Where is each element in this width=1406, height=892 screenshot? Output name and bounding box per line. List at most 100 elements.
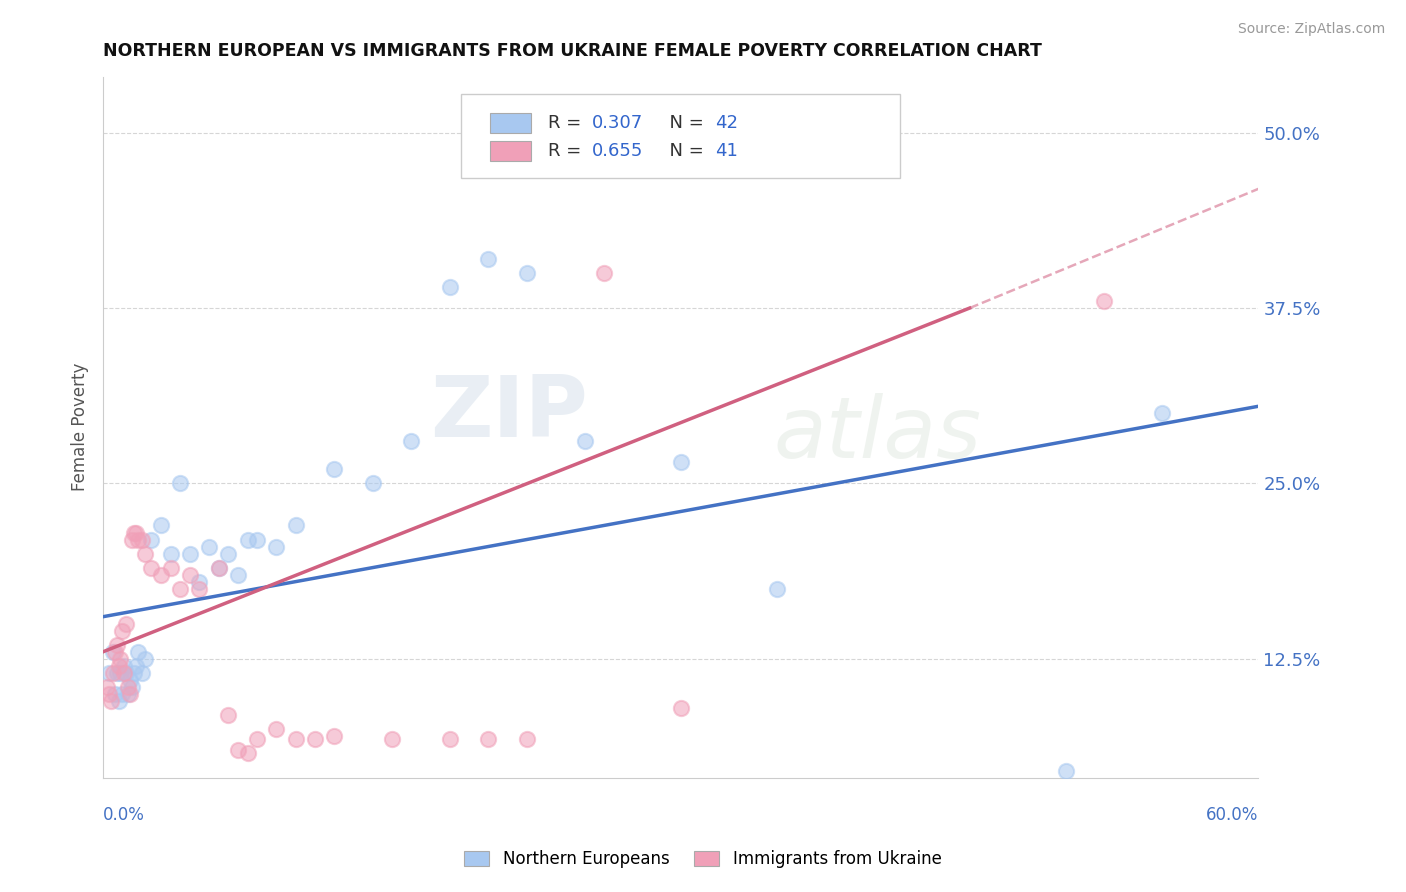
Point	[104, 687, 127, 701]
Point	[1152, 406, 1174, 420]
Point	[120, 687, 142, 701]
Text: Source: ZipAtlas.com: Source: ZipAtlas.com	[1237, 22, 1385, 37]
Text: R =: R =	[548, 114, 586, 132]
Point	[121, 680, 143, 694]
Text: 60.0%: 60.0%	[1206, 806, 1258, 824]
Point	[125, 658, 148, 673]
Text: atlas: atlas	[773, 392, 981, 475]
Point	[107, 658, 129, 673]
Point	[141, 533, 163, 547]
Point	[115, 616, 138, 631]
Point	[246, 731, 269, 746]
Point	[208, 560, 231, 574]
Point	[110, 652, 132, 666]
FancyBboxPatch shape	[491, 113, 530, 133]
Text: 41: 41	[716, 142, 738, 160]
Point	[439, 731, 461, 746]
Point	[208, 560, 231, 574]
Point	[159, 547, 181, 561]
Point	[112, 658, 135, 673]
Text: N =: N =	[658, 114, 709, 132]
Point	[477, 731, 499, 746]
Point	[111, 624, 134, 638]
Point	[169, 476, 191, 491]
Point	[574, 434, 596, 449]
Point	[120, 673, 142, 687]
Point	[117, 680, 139, 694]
Point	[107, 694, 129, 708]
Point	[117, 687, 139, 701]
Text: 0.655: 0.655	[592, 142, 643, 160]
Point	[226, 567, 249, 582]
Point	[149, 518, 172, 533]
Point	[516, 266, 538, 280]
Point	[1094, 293, 1116, 308]
Point	[669, 455, 692, 469]
Text: 0.307: 0.307	[592, 114, 643, 132]
Point	[131, 665, 153, 680]
Text: R =: R =	[548, 142, 586, 160]
Point	[105, 638, 128, 652]
Point	[105, 665, 128, 680]
Text: 0.0%: 0.0%	[103, 806, 145, 824]
Point	[97, 687, 120, 701]
Point	[236, 533, 259, 547]
Point	[101, 645, 124, 659]
Point	[669, 701, 692, 715]
Point	[101, 665, 124, 680]
Point	[266, 722, 288, 736]
Text: NORTHERN EUROPEAN VS IMMIGRANTS FROM UKRAINE FEMALE POVERTY CORRELATION CHART: NORTHERN EUROPEAN VS IMMIGRANTS FROM UKR…	[103, 42, 1042, 60]
Legend: Northern Europeans, Immigrants from Ukraine: Northern Europeans, Immigrants from Ukra…	[458, 844, 948, 875]
Point	[179, 547, 201, 561]
Point	[217, 707, 239, 722]
Point	[188, 582, 211, 596]
Point	[198, 540, 221, 554]
Point	[134, 652, 156, 666]
Point	[115, 665, 138, 680]
Point	[96, 680, 118, 694]
Text: 42: 42	[716, 114, 738, 132]
Point	[516, 731, 538, 746]
Point	[304, 731, 326, 746]
Point	[127, 533, 149, 547]
Point	[246, 533, 269, 547]
Point	[361, 476, 384, 491]
Point	[217, 547, 239, 561]
Point	[477, 252, 499, 266]
Point	[112, 665, 135, 680]
Point	[266, 540, 288, 554]
Text: N =: N =	[658, 142, 709, 160]
Point	[284, 518, 307, 533]
Text: ZIP: ZIP	[430, 372, 588, 455]
Point	[159, 560, 181, 574]
Point	[131, 533, 153, 547]
Point	[1054, 764, 1077, 778]
FancyBboxPatch shape	[461, 95, 900, 178]
Point	[97, 665, 120, 680]
Point	[188, 574, 211, 589]
Point	[125, 525, 148, 540]
Point	[122, 525, 145, 540]
Point	[127, 645, 149, 659]
Point	[121, 533, 143, 547]
Point	[179, 567, 201, 582]
Point	[110, 665, 132, 680]
Point	[169, 582, 191, 596]
Point	[399, 434, 422, 449]
Point	[134, 547, 156, 561]
Point	[323, 729, 346, 743]
Point	[111, 687, 134, 701]
Point	[122, 665, 145, 680]
Point	[100, 694, 122, 708]
Point	[766, 582, 789, 596]
Point	[236, 746, 259, 760]
Point	[381, 731, 404, 746]
Point	[323, 462, 346, 476]
Point	[592, 266, 614, 280]
Point	[284, 731, 307, 746]
Point	[226, 743, 249, 757]
Point	[104, 645, 127, 659]
Point	[141, 560, 163, 574]
Point	[439, 280, 461, 294]
Y-axis label: Female Poverty: Female Poverty	[72, 363, 89, 491]
